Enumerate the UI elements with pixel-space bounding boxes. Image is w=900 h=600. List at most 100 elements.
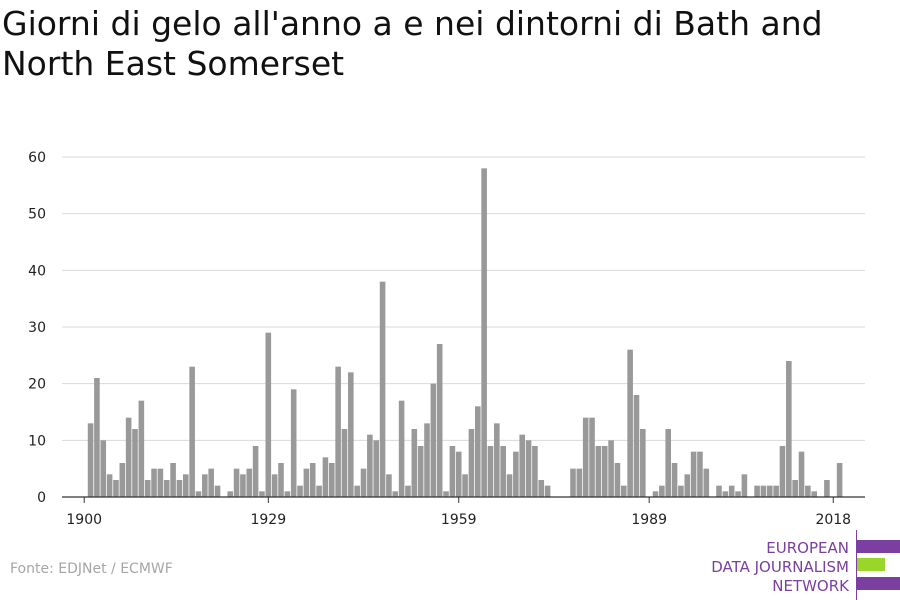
bar [87,423,94,497]
bar [462,474,468,497]
bar [589,417,595,497]
bar [106,474,113,497]
bar [474,406,481,497]
bar [786,361,792,497]
bar [652,491,659,497]
bar [627,349,633,497]
bar [195,491,202,497]
bar [233,468,240,497]
logo-bar-middle [857,558,885,571]
bar [665,429,672,497]
bar [633,395,640,497]
bar [659,485,665,497]
bar [379,281,386,497]
bars [87,168,843,498]
y-axis: 0 10 20 30 40 50 60 [28,150,46,506]
bar [189,366,195,497]
bar-chart: 0 10 20 30 40 50 60 1900 1929 1959 1989 2018 [28,150,865,528]
x-tick-label: 1929 [250,512,286,528]
bar [417,446,424,497]
bar [766,485,773,497]
x-axis: 1900 1929 1959 1989 2018 [62,496,865,528]
y-tick-label: 20 [28,377,46,393]
bar [360,468,367,497]
bar [386,474,392,497]
bar [671,463,678,497]
bar [728,485,735,497]
bar [202,474,208,497]
bar [468,429,475,497]
bar [601,446,608,497]
bar [163,480,170,497]
bar [246,468,253,497]
bar [811,491,818,497]
bar [678,485,684,497]
logo-bar-top [857,540,900,553]
bar [481,168,487,498]
bar [290,389,297,497]
bar [392,491,399,497]
bar [500,446,506,497]
bar [684,474,691,497]
bar [620,485,627,497]
y-tick-label: 0 [37,490,46,506]
bar [792,480,798,497]
bar [328,463,335,497]
bar [144,480,151,497]
y-tick-label: 10 [28,433,46,449]
logo-bar-bottom [857,577,900,590]
logo-line-1: EUROPEAN [766,539,849,557]
bar [494,423,500,497]
logo-divider [856,530,857,600]
bar [430,383,437,497]
bar [506,474,513,497]
bar [227,491,234,497]
bar [754,485,760,497]
edjnet-logo: EUROPEAN DATA JOURNALISM NETWORK [700,530,900,600]
bar [805,485,811,497]
bar [608,440,614,497]
bar [309,463,316,497]
bar [449,446,456,497]
bar [373,440,380,497]
bar [322,457,329,497]
bar [240,474,246,497]
bar [487,446,494,497]
grid-lines [62,156,865,441]
bar [170,463,176,497]
bar [570,468,576,497]
bar [367,434,373,497]
bar [94,378,100,497]
bar [735,491,741,497]
y-tick-label: 60 [28,150,46,166]
bar [138,400,145,497]
bar [125,417,132,497]
bar [640,429,646,497]
bar [303,468,310,497]
bar [595,446,602,497]
bar [436,344,443,497]
logo-line-2: DATA JOURNALISM [711,558,849,576]
x-tick-label: 1900 [66,512,102,528]
bar [284,491,291,497]
bar [100,440,107,497]
bar [348,372,354,497]
bar [297,485,303,497]
bar [119,463,126,497]
bar [824,480,830,497]
bar [182,474,189,497]
bar [252,446,259,497]
y-tick-label: 40 [28,263,46,279]
bar [259,491,265,497]
bar [455,451,462,497]
bar [716,485,722,497]
bar [773,485,779,497]
bar [538,480,545,497]
bar [335,366,341,497]
bar [513,451,519,497]
bar [760,485,767,497]
x-tick-label: 2018 [815,512,851,528]
bar [271,474,278,497]
bar [697,451,703,497]
bar [151,468,157,497]
